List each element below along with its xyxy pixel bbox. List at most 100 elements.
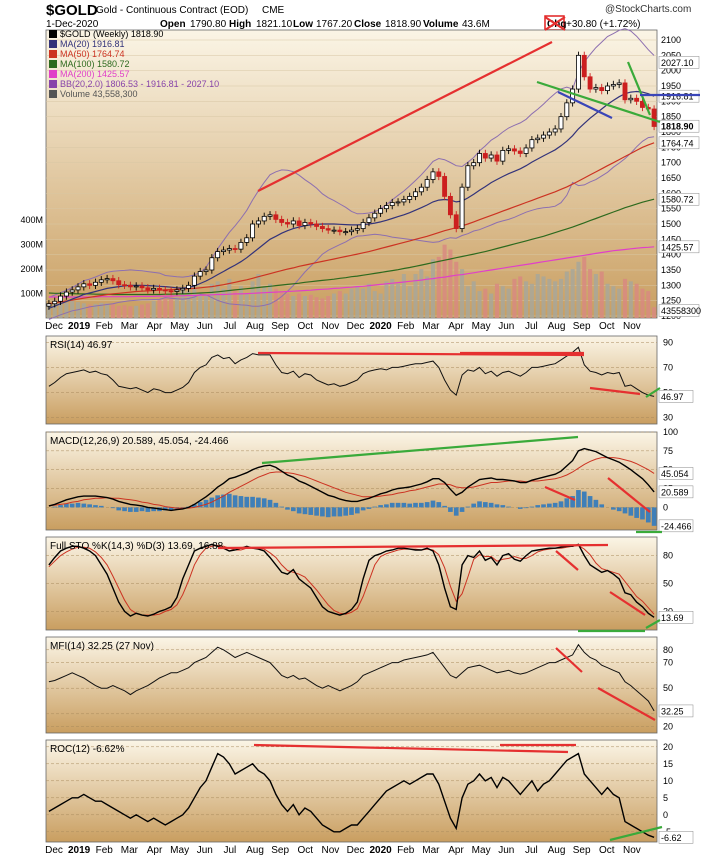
volume-bar [209,283,214,318]
price-tick-label: 1500 [661,219,681,229]
volume-bar [448,249,453,318]
macd-signal-line [48,457,655,509]
volume-bar [285,293,290,318]
volume-bar [524,281,529,318]
candle-body [651,108,657,127]
volume-bar [332,293,337,318]
x-tick-label: Jul [223,845,236,856]
x-tick-label: Aug [548,321,566,332]
x-tick-label: Apr [448,321,464,332]
candle-body [366,217,372,223]
macd-histogram-bar [436,502,442,508]
volume-bar [99,302,104,318]
candle-body [378,208,384,214]
candle-body [424,179,430,188]
volume-bar [139,304,145,318]
candle-body [500,149,506,162]
header-name: Gold - Continuous Contract (EOD) [96,5,248,16]
ma100-line [48,198,655,296]
candle-body [75,286,81,291]
header-high: 1821.10 [256,19,293,30]
x-tick-label: May [170,845,189,856]
candle-body [139,285,145,289]
macd-histogram-bar [599,504,605,508]
macd-histogram-bar [587,496,593,508]
x-tick-label: Jun [498,845,514,856]
macd-histogram-bar [256,497,261,508]
volume-bar [361,288,366,318]
macd-histogram-bar [558,501,564,508]
x-tick-label: May [472,845,491,856]
legend-swatch [49,50,57,58]
macd-histogram-bar [81,503,87,508]
macd-histogram-bar [122,507,127,512]
ma200-line [48,246,655,298]
candle-body [290,220,296,225]
x-tick-label: Sep [573,845,591,856]
x-tick-label: Oct [297,321,313,332]
volume-bar [244,293,249,318]
indicator-value-label: 13.69 [661,613,684,623]
macd-histogram-bar [500,505,506,508]
sto-down-trend [609,591,646,616]
candle-body [314,223,320,227]
macd-histogram-bar [273,502,279,508]
x-tick-label: Dec [45,845,63,856]
x-tick-label: Feb [397,845,415,856]
candle-body [413,191,418,197]
volume-bar [192,286,197,318]
header-open: 1790.80 [190,19,227,30]
volume-bar [582,256,587,318]
candle-body [430,171,436,180]
volume-bar [297,293,302,318]
mfi-break [555,647,583,673]
candle-body [145,287,151,291]
volume-tick-label: 200M [20,264,43,274]
price-badge-label: 1764.74 [661,138,694,148]
volume-bar [442,244,447,318]
header-chg: +30.80 (+1.72%) [566,19,641,30]
volume-bar [174,297,179,318]
macd-histogram-bar [523,507,529,509]
x-axis-bottom: Dec 2019 Feb Mar Apr May Jun Jul Aug Sep Oct Nov Dec… [45,845,641,856]
macd-histogram-bar [541,504,546,508]
volume-bar [506,288,511,318]
volume-bar [134,305,139,318]
price-tick-label: 1400 [661,250,681,260]
macd-histogram-bar [529,506,535,508]
candle-body [535,137,541,141]
candle-body [279,218,285,223]
volume-bar [634,283,639,318]
uptrend-line [257,41,553,192]
candle-body [116,280,122,286]
volume-bar [343,293,348,318]
x-tick-label: Sep [573,321,591,332]
volume-bar [314,297,319,318]
x-tick-label: 2020 [370,321,393,332]
candle-body [477,153,482,164]
candle-body [407,195,413,200]
candle-body [436,171,442,177]
mfi-line [48,643,655,712]
legend-entry: MA(100) 1580.72 [60,59,130,69]
legend-swatch [49,40,57,48]
volume-bar [529,283,534,318]
candle-body [523,147,529,154]
candle-body [197,271,203,277]
indicator-value-label: 45.054 [661,469,689,479]
macd-line [48,447,655,512]
price-tick-label: 1650 [661,173,681,183]
panel-bg-5 [45,739,658,843]
candle-body [529,139,535,149]
x-tick-label: Mar [121,845,139,856]
macd-histogram-bar [197,502,203,508]
x-tick-label: Oct [599,845,615,856]
volume-bar [291,296,296,318]
sto-resistance [217,543,609,550]
volume-bar [425,276,430,318]
indicator-tick-label: 5 [663,793,668,803]
volume-bar [617,288,622,318]
indicator-tick-label: 70 [663,362,673,372]
volume-bar [157,298,162,318]
candle-body [133,285,139,288]
